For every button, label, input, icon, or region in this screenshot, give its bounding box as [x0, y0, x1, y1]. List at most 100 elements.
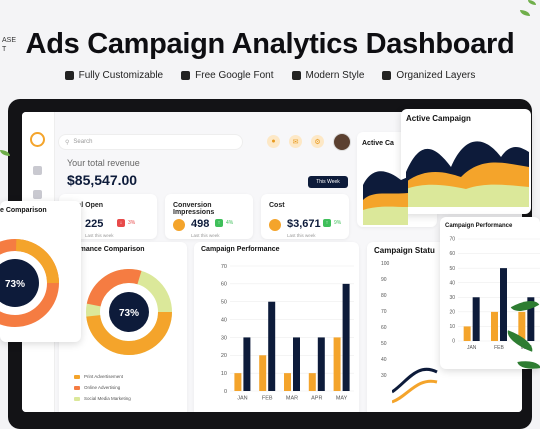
area-chart-active-campaign — [406, 141, 529, 207]
y-tick-label: 20 — [449, 310, 455, 316]
stat-value: 225 — [85, 218, 104, 230]
legend-label: Social Media Marketing — [84, 396, 131, 401]
legend-swatch — [74, 374, 80, 379]
x-tick-label: MAY — [336, 396, 348, 402]
stat-title: Total Open — [67, 202, 104, 209]
eye-icon — [173, 219, 185, 231]
y-tick-label: 60 — [221, 282, 227, 288]
x-tick-label: FEB — [494, 345, 504, 351]
brand-mark: ASE T — [2, 36, 16, 54]
floating-donut-center — [0, 259, 39, 307]
brand-line-2: T — [2, 46, 7, 53]
leaf-decoration — [0, 150, 10, 156]
legend-item: Print Advertisement — [74, 374, 123, 379]
feature-label: Free Google Font — [195, 70, 274, 81]
period-dropdown[interactable]: This Week — [308, 176, 348, 188]
y-tick-label: 50 — [221, 300, 227, 306]
bar — [518, 311, 526, 341]
y-tick-label: 70 — [221, 264, 227, 270]
area-lime — [406, 184, 529, 207]
legend-label: Online Advertising — [84, 385, 121, 390]
donut-chart: 73% — [86, 269, 172, 355]
mail-icon[interactable]: ✉ — [289, 135, 302, 148]
y-tick: 80 — [381, 293, 387, 299]
campaign-status-axis: 100 90 80 70 60 50 40 30 — [381, 261, 390, 379]
y-tick: 50 — [381, 341, 387, 347]
y-tick-label: 0 — [452, 339, 455, 345]
y-tick: 70 — [381, 309, 387, 315]
y-tick: 100 — [381, 261, 390, 267]
y-tick: 30 — [381, 373, 387, 379]
y-tick-label: 20 — [221, 353, 227, 359]
y-tick-label: 10 — [449, 324, 455, 330]
stat-value: 498 — [191, 218, 210, 230]
palette-icon — [291, 71, 301, 80]
bar — [268, 301, 276, 391]
bar — [500, 268, 507, 341]
file-icon[interactable] — [33, 190, 42, 199]
y-tick-label: 70 — [449, 237, 455, 243]
section-title: Performance Comparison — [59, 246, 145, 253]
y-tick-label: 0 — [224, 389, 227, 395]
bell-icon[interactable]: ● — [267, 135, 280, 148]
floating-comparison-panel: e Comparison 73% — [0, 201, 81, 342]
stat-pct: 3% — [128, 220, 136, 226]
revenue-label: Your total revenue — [67, 158, 140, 168]
search-input[interactable]: ⚲ Search — [58, 134, 243, 150]
stat-title: Conversion Impressions — [173, 202, 215, 216]
donut-ring-red — [86, 269, 172, 355]
x-tick-label: JAN — [467, 345, 477, 351]
x-tick-label: JAN — [237, 396, 247, 402]
bar — [472, 297, 480, 341]
y-tick-label: 50 — [449, 266, 455, 272]
trend-down-icon: ↓ — [117, 219, 125, 227]
x-tick-label: FEB — [262, 396, 273, 402]
grid-icon[interactable] — [33, 166, 42, 175]
section-title: Active Ca — [362, 140, 394, 147]
section-title: Campaign Performance — [201, 246, 280, 253]
feature-item: Organized Layers — [382, 70, 475, 81]
avatar[interactable] — [333, 133, 351, 151]
bar — [234, 373, 242, 391]
y-tick: 40 — [381, 357, 387, 363]
y-tick-label: 60 — [449, 251, 455, 257]
campaign-status-lines — [392, 368, 438, 404]
legend-label: Print Advertisement — [84, 374, 124, 379]
feature-label: Organized Layers — [396, 70, 476, 81]
campaign-performance-card: Campaign Performance 0 10 20 30 40 50 60 70 JAN F… — [194, 242, 359, 412]
y-tick-label: 10 — [221, 371, 227, 377]
bar — [342, 283, 350, 391]
y-tick-label: 40 — [449, 280, 455, 286]
stat-card-cost: Cost $3,671 ↑ 9% Last this week — [261, 194, 349, 239]
section-title: Campaign Performance — [445, 223, 513, 229]
y-tick: 90 — [381, 277, 387, 283]
stat-title: Cost — [269, 202, 285, 209]
bar — [491, 311, 498, 341]
stat-pct: 9% — [334, 220, 342, 226]
brand-line-1: ASE — [2, 37, 17, 44]
logo-icon[interactable] — [30, 132, 45, 147]
page-title: Ads Campaign Analytics Dashboard — [25, 28, 515, 60]
y-tick-label: 30 — [221, 335, 227, 341]
trend-up-icon: ↑ — [215, 219, 223, 227]
legend-swatch — [74, 396, 80, 401]
y-tick-label: 30 — [449, 295, 455, 301]
stat-sub: Last this week — [85, 233, 114, 238]
floating-active-campaign-panel: Active Campaign — [401, 109, 531, 214]
donut-chart-floating: 73% — [0, 239, 59, 327]
stat-sub: Last this week — [287, 233, 316, 238]
bar — [317, 337, 325, 391]
section-title: Active Campaign — [406, 114, 471, 123]
dollar-icon — [269, 219, 281, 231]
gear-icon[interactable]: ⚙ — [311, 135, 324, 148]
stat-sub: Last this week — [191, 233, 220, 238]
bar — [259, 355, 267, 391]
revenue-value: $85,547.00 — [67, 172, 138, 188]
leaf-decoration — [520, 10, 530, 16]
feature-item: Modern Style — [291, 70, 364, 81]
bar-chart-campaign-performance: 0 10 20 30 40 50 60 70 JAN FEB MAR APR MAY — [221, 264, 354, 402]
x-tick-label: MAR — [286, 396, 298, 402]
search-icon: ⚲ — [65, 139, 70, 146]
floating-donut-label: 73% — [5, 279, 25, 290]
legend-item: Online Advertising — [74, 385, 120, 390]
